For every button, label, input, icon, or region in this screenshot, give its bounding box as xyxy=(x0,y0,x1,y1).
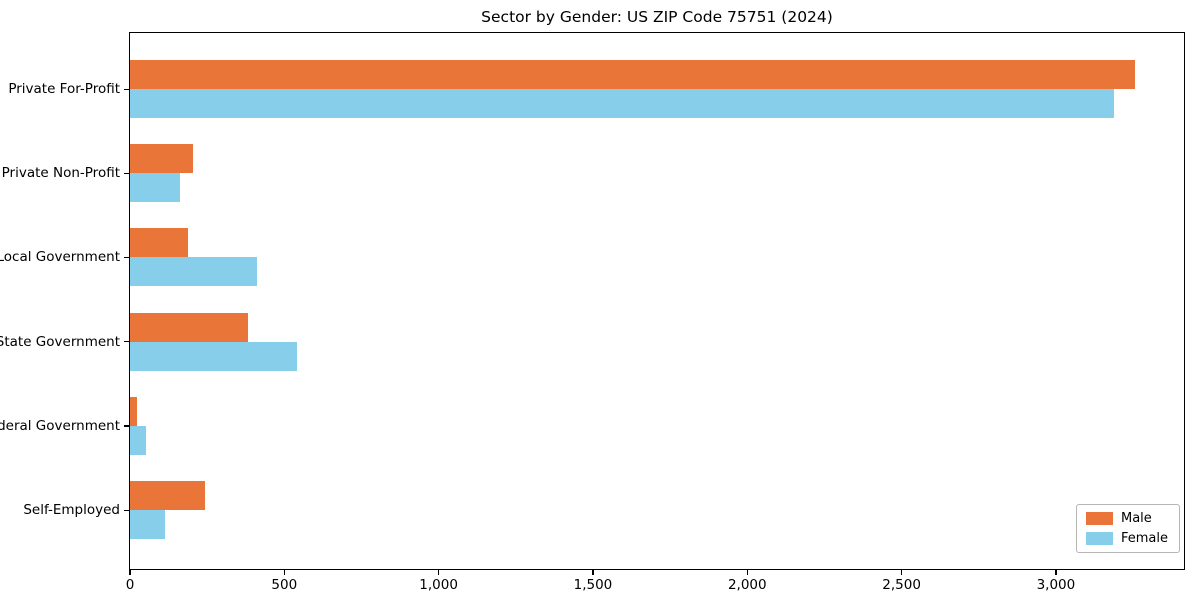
x-axis-tick-label: 2,500 xyxy=(882,577,921,593)
x-axis-tick xyxy=(283,569,285,575)
bar-female xyxy=(130,173,180,203)
x-axis-tick xyxy=(437,569,440,575)
legend: Male Female xyxy=(1075,504,1180,553)
y-axis-tick xyxy=(124,256,130,259)
bar-male xyxy=(130,144,193,174)
bar-female xyxy=(130,510,165,539)
x-axis-tick-label: 2,000 xyxy=(727,577,767,593)
bar-female xyxy=(130,341,298,371)
chart-title: Sector by Gender: US ZIP Code 75751 (202… xyxy=(481,8,833,26)
x-axis-tick xyxy=(746,569,748,575)
y-axis-label: Federal Government xyxy=(0,417,120,434)
bar-male xyxy=(130,228,188,258)
legend-label-male: Male xyxy=(1120,511,1152,526)
y-axis-label: State Government xyxy=(0,333,120,350)
x-axis-tick xyxy=(900,569,903,575)
y-axis-label: Self-Employed xyxy=(23,502,120,518)
x-axis-tick-label: 0 xyxy=(125,577,135,593)
x-axis-tick-label: 500 xyxy=(271,577,298,593)
legend-label-female: Female xyxy=(1120,531,1168,546)
bar-male xyxy=(130,312,248,342)
x-axis-tick xyxy=(129,569,131,575)
y-axis-label: Local Government xyxy=(0,249,120,266)
x-axis-tick-label: 3,000 xyxy=(1036,577,1076,593)
bar-male xyxy=(130,396,137,426)
x-axis-tick xyxy=(592,569,594,575)
legend-swatch-male xyxy=(1085,512,1113,525)
y-axis-label: Private For-Profit xyxy=(8,81,120,97)
bar-female xyxy=(130,89,1114,118)
legend-item-female: Female xyxy=(1085,531,1168,546)
y-axis-tick xyxy=(124,509,130,511)
bar-female xyxy=(130,425,147,455)
y-axis-tick xyxy=(124,425,130,427)
y-axis-tick xyxy=(124,88,130,90)
legend-item-male: Male xyxy=(1085,511,1168,526)
y-axis-label: Private Non-Profit xyxy=(1,165,120,182)
y-axis-tick xyxy=(124,341,130,343)
x-axis-tick-label: 1,500 xyxy=(573,577,613,593)
bar-male xyxy=(130,481,205,510)
plot-area: Male Female Private For-Profit Private Non… xyxy=(0,32,1185,593)
bar-male xyxy=(130,60,1135,89)
x-axis-tick xyxy=(1055,569,1057,575)
y-axis-tick xyxy=(124,172,130,174)
bar-female xyxy=(130,257,257,287)
legend-swatch-female xyxy=(1085,532,1113,545)
x-axis-tick-label: 1,000 xyxy=(419,577,458,593)
